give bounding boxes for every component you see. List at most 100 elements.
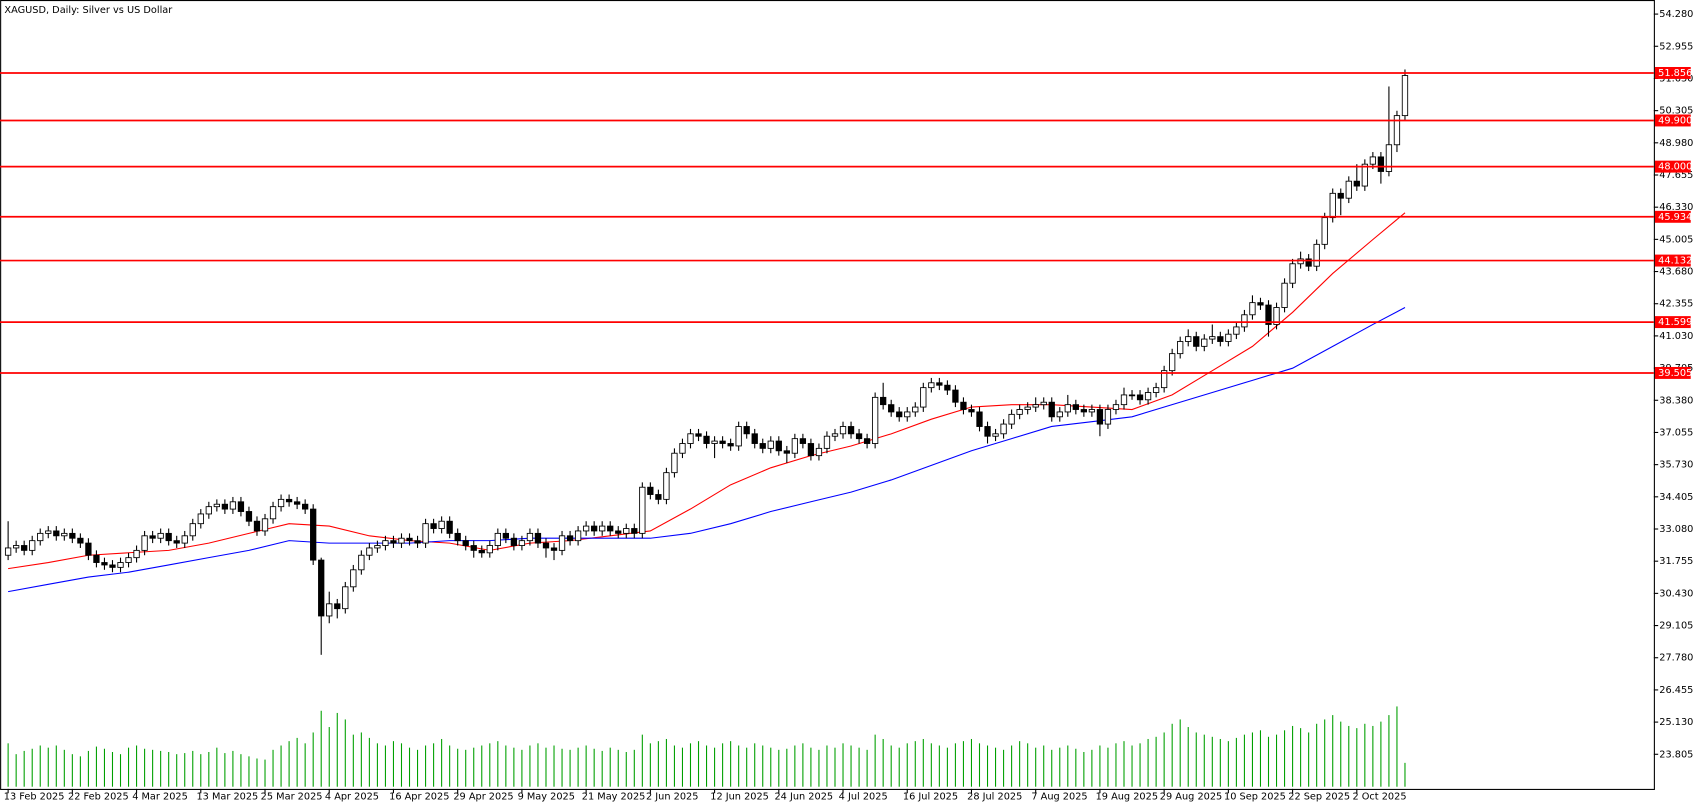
candle-body xyxy=(85,542,92,556)
price-level-label: 48.000 xyxy=(1658,162,1692,173)
candle-body xyxy=(839,426,847,435)
candle-body xyxy=(261,518,269,532)
candle-body xyxy=(599,525,606,532)
candle-body xyxy=(1152,387,1160,393)
candle-body xyxy=(952,389,959,403)
candle-body xyxy=(1281,282,1288,308)
x-tick-label: 21 May 2025 xyxy=(582,791,646,802)
candle-body xyxy=(77,537,84,544)
candle-body xyxy=(1016,409,1023,415)
candle-body xyxy=(1321,217,1328,245)
candle-body xyxy=(863,438,871,444)
candle-body xyxy=(1353,180,1360,187)
price-level-label: 49.900 xyxy=(1658,115,1692,126)
candle-body xyxy=(446,520,453,534)
candle-body xyxy=(45,530,52,534)
candle-body xyxy=(799,438,807,444)
price-level-label: 51.856 xyxy=(1658,68,1692,79)
x-tick-label: 13 Feb 2025 xyxy=(4,791,65,802)
candle-body xyxy=(462,540,469,546)
candle-body xyxy=(1177,341,1184,355)
x-tick-label: 16 Apr 2025 xyxy=(389,791,449,802)
candle-body xyxy=(406,537,413,542)
candle-body xyxy=(1249,302,1256,316)
candle-body xyxy=(960,401,967,410)
candle-body xyxy=(1217,336,1224,342)
candle-body xyxy=(510,537,518,546)
candle-body xyxy=(1393,115,1401,146)
x-tick-label: 4 Jul 2025 xyxy=(839,791,888,802)
y-tick-label: 30.430 xyxy=(1659,588,1693,599)
y-tick-label: 48.980 xyxy=(1659,138,1693,149)
candle-body xyxy=(302,503,309,510)
candle-body xyxy=(1024,406,1031,410)
candle-body xyxy=(1104,409,1112,425)
y-tick-label: 35.730 xyxy=(1659,460,1693,471)
candle-body xyxy=(221,503,229,510)
candle-body xyxy=(350,569,357,588)
price-level-tag xyxy=(1654,316,1691,329)
candle-body xyxy=(920,387,927,408)
candle-body xyxy=(1040,401,1047,406)
candle-body xyxy=(767,440,774,449)
candle-body xyxy=(607,525,614,532)
candle-body xyxy=(205,506,212,515)
candle-body xyxy=(663,472,670,500)
candle-body xyxy=(334,603,341,610)
candle-body xyxy=(470,545,477,551)
candle-body xyxy=(823,435,831,449)
candle-body xyxy=(534,532,542,544)
candle-body xyxy=(679,443,686,454)
price-level-tag xyxy=(1654,66,1691,79)
candle-body xyxy=(318,559,325,617)
y-tick-label: 33.080 xyxy=(1659,524,1693,535)
candle-body xyxy=(1096,409,1104,425)
candle-body xyxy=(125,557,132,563)
candle-body xyxy=(1273,307,1280,325)
candle-body xyxy=(574,530,582,542)
candle-body xyxy=(896,411,903,418)
y-tick-label: 52.955 xyxy=(1659,41,1693,52)
candle-body xyxy=(647,486,654,495)
candle-body xyxy=(390,540,397,544)
candle-body xyxy=(968,409,975,413)
candle-body xyxy=(326,603,333,617)
x-tick-label: 28 Jul 2025 xyxy=(967,791,1022,802)
candle-body xyxy=(478,549,485,554)
candle-body xyxy=(1048,401,1055,418)
candle-body xyxy=(213,503,220,508)
candle-body xyxy=(1056,411,1063,418)
x-tick-label: 16 Jul 2025 xyxy=(903,791,958,802)
candle-body xyxy=(101,562,108,566)
candle-body xyxy=(558,535,566,551)
y-tick-label: 50.305 xyxy=(1659,106,1693,117)
candle-body xyxy=(93,554,100,563)
candle-body xyxy=(831,433,839,437)
candle-body xyxy=(1080,409,1088,413)
candle-body xyxy=(310,508,317,561)
candle-body xyxy=(109,564,116,568)
x-tick-label: 12 Jun 2025 xyxy=(710,791,769,802)
candle-body xyxy=(566,535,574,542)
y-tick-label: 38.380 xyxy=(1659,395,1693,406)
moving-average xyxy=(8,307,1406,593)
candle-body xyxy=(791,438,799,454)
y-tick-label: 29.105 xyxy=(1659,621,1693,632)
y-tick-label: 27.780 xyxy=(1659,653,1693,664)
x-tick-label: 9 May 2025 xyxy=(518,791,575,802)
candle-body xyxy=(293,501,301,505)
y-tick-label: 37.055 xyxy=(1659,427,1693,438)
candle-body xyxy=(847,426,855,435)
candle-body xyxy=(695,433,702,437)
candle-body xyxy=(904,411,911,418)
chart-title: XAGUSD, Daily: Silver vs US Dollar xyxy=(4,5,173,16)
candle-body xyxy=(1385,144,1393,172)
candle-body xyxy=(366,547,373,556)
candle-body xyxy=(422,523,429,544)
price-level-tag xyxy=(1654,160,1691,173)
candle-body xyxy=(623,528,630,534)
candle-body xyxy=(976,411,983,427)
y-tick-label: 26.455 xyxy=(1659,685,1693,696)
y-tick-label: 51.630 xyxy=(1659,73,1693,84)
y-tick-label: 47.655 xyxy=(1659,170,1693,181)
